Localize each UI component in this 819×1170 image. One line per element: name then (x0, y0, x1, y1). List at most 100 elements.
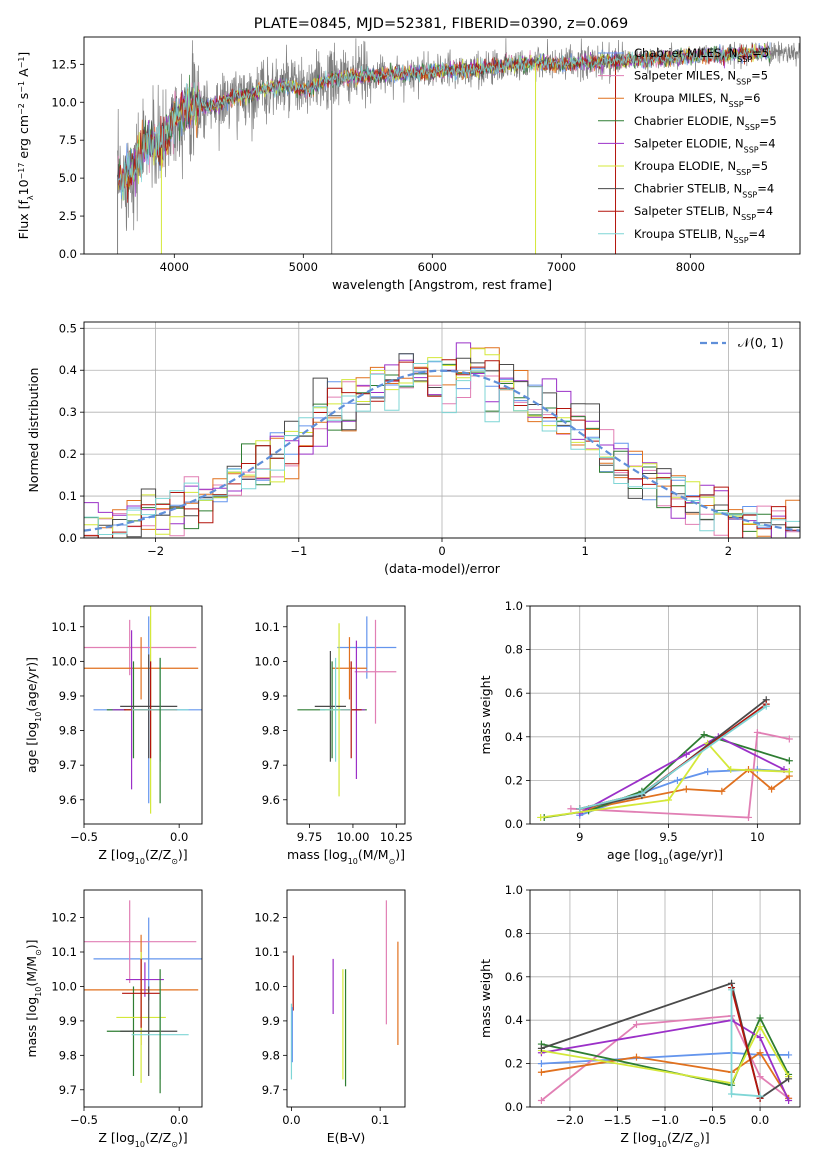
y-tick-label: 10.1 (254, 620, 280, 634)
weight-marker-kroupa-miles (537, 1068, 545, 1076)
legend-label-chabrier-miles: Chabrier MILES, NSSP=5 (634, 46, 769, 64)
weight-line-chabrier-elodie (541, 1015, 790, 1087)
weight-marker-chabrier-miles (785, 1051, 793, 1059)
x-axis-label: Z [log10(Z/Z⊙)] (620, 1130, 709, 1149)
weight-line-kroupa-elodie (541, 1024, 790, 1085)
y-tick-label: 10.0 (51, 95, 77, 109)
x-tick-label: 10.00 (336, 830, 369, 844)
weight-marker-kroupa-stelib (728, 1090, 736, 1098)
weight-marker-kroupa-stelib (756, 1092, 764, 1100)
weight-marker-kroupa-miles (718, 787, 726, 795)
weight-marker-chabrier-elodie (785, 757, 793, 765)
y-tick-label: 0.4 (59, 363, 77, 377)
y-tick-label: 0.1 (59, 489, 77, 503)
y-tick-label: 7.5 (59, 133, 77, 147)
axes-frame (286, 889, 406, 1108)
y-tick-label: 0.8 (505, 643, 523, 657)
axes-frame (83, 321, 801, 539)
weight-marker-salpeter-miles (537, 1096, 545, 1104)
x-tick-label: −2.0 (556, 1113, 584, 1127)
y-tick-label: 0.6 (505, 686, 523, 700)
weight-marker-kroupa-miles (768, 785, 776, 793)
y-tick-label: 9.8 (262, 1048, 280, 1062)
axes-frame (529, 605, 801, 825)
y-tick-label: 1.0 (505, 883, 523, 897)
chart-mass_vs_Z: −0.5 0.0 9.7 9.8 9.9 10.0 10.1 10.2 Z [log10(Z/Z… (24, 889, 203, 1149)
plot-area-weight_vs_Z (537, 979, 793, 1104)
x-tick-label: −0.5 (699, 1113, 727, 1127)
x-axis-label: wavelength [Angstrom, rest frame] (332, 277, 552, 292)
figure-title: PLATE=0845, MJD=52381, FIBERID=0390, z=0… (254, 16, 628, 32)
y-tick-label: 10.0 (51, 654, 77, 668)
weight-marker-salpeter-miles (744, 813, 752, 821)
weight-marker-chabrier-stelib (537, 1044, 545, 1052)
x-tick-label: 8000 (676, 260, 705, 274)
legend-label-normal: 𝒩(0, 1) (738, 335, 784, 350)
weight-marker-chabrier-elodie (756, 1014, 764, 1022)
y-tick-label: 0.2 (505, 1057, 523, 1071)
y-axis-label: Flux [fλ10−17 erg cm−2 s−1 A−1] (16, 52, 35, 240)
weight-marker-kroupa-miles (756, 1049, 764, 1057)
y-tick-label: 2.5 (59, 209, 77, 223)
chart-weight_vs_Z: −2.0 −1.5 −1.0 −0.5 0.0 0.0 0.2 0.4 0.6 0.8 1.0 Z [… (478, 883, 801, 1149)
chart-residuals: −2 −1 0 1 2 0.0 0.1 0.2 0.3 0.4 0.5 (data-model)/er… (26, 321, 801, 576)
y-tick-label: 9.9 (59, 689, 77, 703)
weight-marker-kroupa-elodie (727, 766, 735, 773)
x-tick-label: −0.5 (70, 1113, 98, 1127)
plot-area-weight_vs_age (537, 696, 793, 821)
hist-kroupa-stelib (84, 360, 800, 535)
weight-marker-chabrier-miles (673, 776, 681, 784)
y-tick-label: 9.9 (59, 1014, 77, 1028)
axes-frame (83, 889, 203, 1108)
axes-frame (83, 36, 801, 255)
x-axis-label: Z [log10(Z/Z⊙)] (98, 1130, 187, 1149)
plot-area-spectrum (117, 38, 800, 254)
x-tick-label: 9 (576, 830, 583, 844)
y-axis-label: mass weight (478, 675, 493, 754)
y-tick-label: 10.1 (51, 620, 77, 634)
weight-marker-kroupa-stelib (638, 789, 646, 797)
y-tick-label: 0.2 (59, 447, 77, 461)
y-tick-label: 9.7 (262, 1083, 280, 1097)
x-axis-label: E(B-V) (327, 1130, 366, 1145)
weight-marker-salpeter-elodie (682, 750, 690, 758)
y-tick-label: 9.9 (262, 1014, 280, 1028)
x-tick-label: −1.5 (603, 1113, 631, 1127)
y-tick-label: 9.7 (59, 1083, 77, 1097)
x-tick-label: 7000 (547, 260, 576, 274)
x-tick-label: 1 (582, 544, 589, 558)
weight-marker-salpeter-miles (632, 1021, 640, 1029)
chart-weight_vs_age: 9 9.5 10 0.0 0.2 0.4 0.6 0.8 1.0 age [log10(age/y… (478, 599, 801, 866)
plot-area-mass_vs_ebv (290, 900, 399, 1087)
weight-marker-chabrier-miles (537, 1060, 545, 1068)
weight-marker-kroupa-elodie (756, 1023, 764, 1031)
y-axis-label: Normed distribution (26, 368, 41, 493)
normal-curve (84, 369, 800, 532)
weight-marker-kroupa-elodie (665, 796, 673, 804)
plot-area-age_vs_Z (84, 606, 202, 814)
weight-marker-salpeter-miles (756, 1073, 764, 1081)
y-tick-label: 10.2 (254, 911, 280, 925)
y-tick-label: 9.8 (59, 724, 77, 738)
y-tick-label: 10.2 (51, 911, 77, 925)
chart-spectrum: 4000 5000 6000 7000 8000 0.0 2.5 5.0 7.5 10.0 12.5… (16, 36, 801, 292)
weight-line-salpeter-elodie (579, 735, 785, 814)
x-tick-label: 10.25 (380, 830, 413, 844)
y-tick-label: 9.8 (262, 724, 280, 738)
x-tick-label: 10 (750, 830, 765, 844)
axes-frame (286, 605, 406, 825)
weight-marker-salpeter-elodie (785, 1096, 793, 1104)
chart-age_vs_Z: −0.5 0.0 9.6 9.7 9.8 9.9 10.0 10.1 Z [log10(Z/Z⊙… (24, 605, 203, 866)
x-axis-label: mass [log10(M/M⊙)] (287, 847, 405, 866)
y-tick-label: 0.8 (505, 926, 523, 940)
y-tick-label: 0.6 (505, 970, 523, 984)
x-tick-label: 6000 (418, 260, 447, 274)
y-tick-label: 10.1 (254, 945, 280, 959)
y-tick-label: 0.0 (59, 531, 77, 545)
legend-label-salpeter-elodie: Salpeter ELODIE, NSSP=4 (634, 136, 776, 154)
x-axis-label: Z [log10(Z/Z⊙)] (98, 847, 187, 866)
weight-marker-chabrier-miles (704, 768, 712, 776)
charts-layer: 4000 5000 6000 7000 80000.02.55.07.510.012.5… (16, 36, 801, 1149)
x-axis-label: age [log10(age/yr)] (607, 847, 723, 866)
